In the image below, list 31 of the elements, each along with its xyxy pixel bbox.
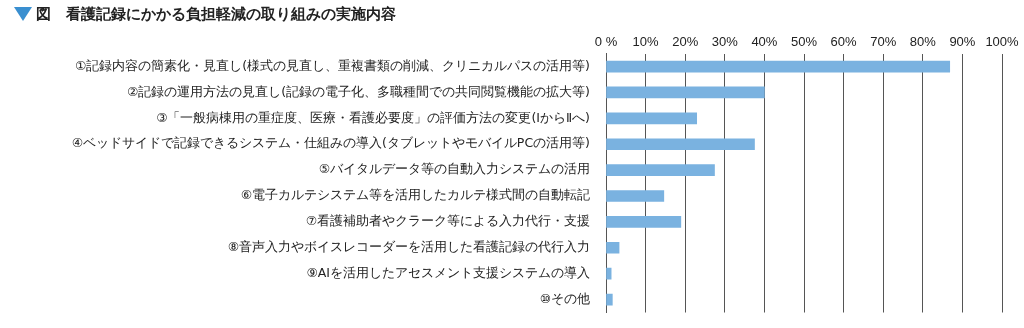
- x-tick-label: 50%: [790, 34, 818, 50]
- bar: [606, 112, 698, 125]
- y-tick-label: ⑥電子カルテシステム等を活用したカルテ様式間の自動転記: [240, 187, 590, 203]
- x-tick-label: 90%: [949, 34, 976, 50]
- text: 図 看護記録にかかる負担軽減の取り組みの実施内容: [36, 4, 396, 24]
- bar: [606, 86, 765, 99]
- x-tick-label: 0 %: [594, 34, 618, 50]
- bar: [606, 138, 755, 151]
- bar: [606, 60, 951, 73]
- y-tick-label: ⑩その他: [539, 290, 590, 306]
- x-tick-label: 70%: [870, 34, 897, 50]
- x-tick-label: 10%: [632, 34, 660, 50]
- x-tick-label: 30%: [711, 34, 739, 50]
- x-tick-label: 60%: [830, 34, 858, 50]
- bar: [606, 216, 682, 228]
- x-tick-label: 100%: [985, 34, 1020, 50]
- bar: [606, 293, 613, 306]
- y-tick-label: ⑦看護補助者やクラーク等による入力代行・支援: [305, 213, 590, 229]
- y-tick-label: ①記録内容の簡素化・見直し(様式の見直し、重複書類の削減、クリニカルパスの活用等): [75, 57, 590, 73]
- y-tick-label: ⑤バイタルデータ等の自動入力システムの活用: [318, 161, 590, 177]
- x-tick-label: 40%: [751, 34, 778, 50]
- x-tick-label: 80%: [909, 34, 937, 50]
- x-tick-label: 20%: [672, 34, 699, 50]
- bar: [606, 164, 715, 176]
- y-tick-label: ③「一般病棟用の重症度、医療・看護必要度」の評価方法の変更(ⅠからⅡへ): [156, 109, 590, 125]
- y-tick-label: ②記録の運用方法の見直し(記録の電子化、多職種間での共同閲覧機能の拡大等): [127, 83, 590, 99]
- y-tick-label: ⑨AIを活用したアセスメント支援システムの導入: [306, 264, 590, 280]
- bar: [606, 190, 665, 202]
- y-tick-label: ④ベッドサイドで記録できるシステム・仕組みの導入(タブレットやモバイルPCの活用等): [71, 135, 590, 151]
- y-tick-label: ⑧音声入力やボイスレコーダーを活用した看護記録の代行入力: [227, 239, 590, 255]
- bar: [606, 241, 620, 254]
